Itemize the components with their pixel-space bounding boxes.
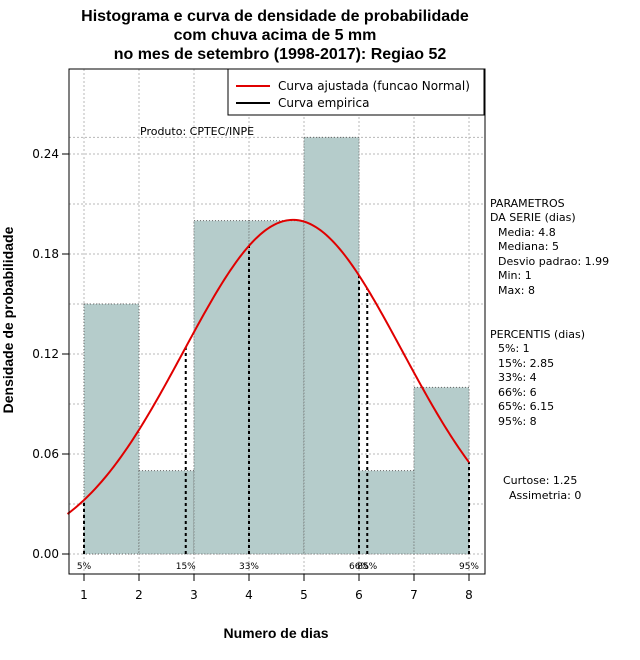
legend-label-empirical: Curva empirica <box>278 96 369 110</box>
product-annotation: Produto: CPTEC/INPE <box>140 125 254 138</box>
parameter-max: Max: 8 <box>498 284 535 297</box>
percentiles-panel: PERCENTIS (dias) 5%: 1 15%: 2.85 33%: 4 … <box>490 328 585 428</box>
percentile-label-5: 85% <box>357 562 377 572</box>
percentile-label-2: 15% <box>176 562 196 572</box>
percentile-label-1: 5% <box>77 562 92 572</box>
x-tick-label-5: 5 <box>300 588 308 602</box>
percentile-66: 66%: 6 <box>498 386 537 399</box>
percentile-label-6: 95% <box>459 562 479 572</box>
parameter-median: Mediana: 5 <box>498 240 559 253</box>
x-axis-title: Numero de dias <box>223 625 328 641</box>
histogram-bar-4 <box>249 220 304 554</box>
skewness-value: Assimetria: 0 <box>509 489 581 502</box>
percentiles-heading: PERCENTIS (dias) <box>490 328 585 341</box>
histogram-bar-outline-3 <box>193 220 250 555</box>
y-tick-label-2: 0.06 <box>32 447 59 461</box>
histogram-bar-3 <box>194 220 249 554</box>
chart-title-line-2: com chuva acima de 5 mm <box>174 27 377 44</box>
kurtosis-value: Curtose: 1.25 <box>503 474 577 487</box>
x-tick-label-3: 3 <box>190 588 198 602</box>
x-tick-label-7: 7 <box>410 588 418 602</box>
percentile-5: 5%: 1 <box>498 342 530 355</box>
chart-title-line-1: Histograma e curva de densidade de proba… <box>81 8 469 25</box>
percentile-95: 95%: 8 <box>498 415 537 428</box>
parameter-min: Min: 1 <box>498 269 532 282</box>
histogram-bar-outline-5 <box>303 136 360 555</box>
histogram-bar-5 <box>304 137 359 555</box>
parameters-heading-2: DA SERIE (dias) <box>490 211 576 224</box>
parameters-panel: PARAMETROS DA SERIE (dias) Media: 4.8 Me… <box>490 197 609 297</box>
percentile-15: 15%: 2.85 <box>498 357 554 370</box>
chart-title-line-3: no mes de setembro (1998-2017): Regiao 5… <box>114 46 447 63</box>
y-tick-label-1: 0.00 <box>32 547 59 561</box>
parameter-sd: Desvio padrao: 1.99 <box>498 255 609 268</box>
shape-panel: Curtose: 1.25 Assimetria: 0 <box>503 474 581 502</box>
fitted-normal-curve <box>66 218 470 515</box>
percentile-65: 65%: 6.15 <box>498 400 554 413</box>
histogram-bars <box>83 136 470 555</box>
y-tick-label-5: 0.24 <box>32 147 59 161</box>
histogram-bar-7 <box>414 387 469 554</box>
percentile-label-4: 66% <box>349 562 369 572</box>
y-tick-label-3: 0.12 <box>32 347 59 361</box>
percentile-33: 33%: 4 <box>498 371 537 384</box>
normal-curve-layer <box>66 218 470 515</box>
parameter-mean: Media: 4.8 <box>498 226 556 239</box>
legend-box <box>227 68 485 116</box>
histogram-bar-outline-4 <box>248 220 305 555</box>
parameters-heading-1: PARAMETROS <box>490 197 565 210</box>
x-tick-label-6: 6 <box>355 588 363 602</box>
y-tick-label-4: 0.18 <box>32 247 59 261</box>
legend-label-fitted: Curva ajustada (funcao Normal) <box>278 79 470 93</box>
histogram-bar-outline-7 <box>413 386 470 555</box>
y-axis-title: Densidade de probabilidade <box>0 226 16 413</box>
x-tick-label-1: 1 <box>80 588 88 602</box>
x-tick-label-4: 4 <box>245 588 253 602</box>
percentile-label-3: 33% <box>239 562 259 572</box>
percentile-lines: 5% 15% 33% 66%85% 95% <box>77 245 479 572</box>
histogram-bar-1 <box>84 304 139 554</box>
x-tick-label-2: 2 <box>135 588 143 602</box>
x-tick-label-8: 8 <box>465 588 473 602</box>
legend: Curva ajustada (funcao Normal) Curva emp… <box>227 68 485 116</box>
